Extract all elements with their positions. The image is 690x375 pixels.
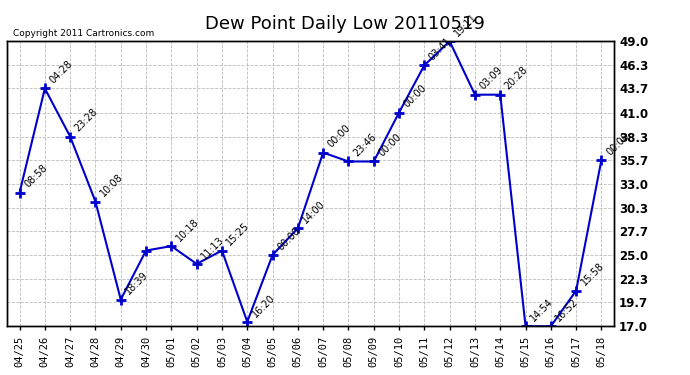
Text: 18:39: 18:39 (124, 270, 150, 297)
Text: 00:00: 00:00 (604, 130, 631, 157)
Text: 20:28: 20:28 (503, 65, 530, 92)
Text: 23:46: 23:46 (351, 132, 378, 159)
Text: 23:28: 23:28 (73, 107, 100, 134)
Text: 00:00: 00:00 (402, 83, 428, 110)
Text: 03:41: 03:41 (427, 36, 454, 63)
Text: 10:08: 10:08 (98, 172, 125, 199)
Text: 00:00: 00:00 (275, 225, 302, 252)
Text: 15:58: 15:58 (579, 261, 606, 288)
Text: 10:18: 10:18 (174, 217, 201, 243)
Text: 00:00: 00:00 (326, 123, 353, 150)
Text: 08:58: 08:58 (22, 163, 49, 190)
Text: 04:28: 04:28 (48, 59, 75, 86)
Text: 11:13: 11:13 (199, 234, 226, 261)
Text: 15:25: 15:25 (225, 221, 252, 248)
Text: 14:00: 14:00 (301, 199, 327, 225)
Text: 16:20: 16:20 (250, 292, 277, 319)
Text: 19:11: 19:11 (453, 12, 479, 39)
Text: 00:00: 00:00 (377, 132, 403, 159)
Text: Copyright 2011 Cartronics.com: Copyright 2011 Cartronics.com (13, 29, 155, 38)
Text: 03:09: 03:09 (477, 65, 504, 92)
Text: Dew Point Daily Low 20110519: Dew Point Daily Low 20110519 (205, 15, 485, 33)
Text: 16:52: 16:52 (553, 297, 580, 324)
Text: 14:54: 14:54 (529, 297, 555, 324)
